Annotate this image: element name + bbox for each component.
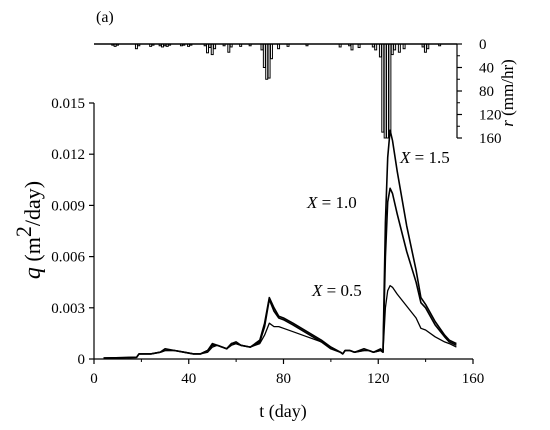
rainfall-bar [386,43,390,139]
rainfall-bar [286,43,290,47]
x-axis-label: t (day) [259,401,306,422]
rainfall-bar [371,43,375,48]
x-tick-label: 0 [90,371,98,387]
rainfall-bar [383,43,387,139]
annotation-x-0-5-var: X [311,281,323,300]
rainfall-bar [381,43,385,133]
annotation-x-1-5-text: = 1.5 [410,148,449,167]
rainfall-bar [182,43,186,46]
x-tick-label: 120 [367,371,390,387]
x-tick-label: 160 [462,371,485,387]
rainfall-bar [402,43,406,50]
rainfall-bar [305,43,309,47]
rainfall-bar [229,43,233,48]
y-tick-label: 0.006 [51,250,85,266]
ylabel-symbol: q [20,267,46,279]
rainfall-ylabel-symbol: r [498,120,517,127]
annotation-x-1-0-var: X [306,193,318,212]
rainfall-bar [149,43,153,47]
rainfall-bar [426,43,430,50]
series-lines [103,129,457,359]
rainfall-tick-label: 160 [479,131,502,147]
annotation-x-1-5: X = 1.5 [399,148,450,167]
rainfall-bar [248,43,252,47]
rainfall-y-axis-label: r (mm/hr) [498,59,517,127]
rainfall-bar [374,43,378,51]
ylabel-unit-sup: 2 [11,226,36,237]
rainfall-bar [187,43,191,47]
rainfall-bar [260,43,264,51]
rainfall-bar [137,43,141,47]
rainfall-y-ticks: 0 40 80 120 160 [457,37,502,147]
rainfall-bar [423,43,427,53]
series-line-x-1-0 [103,187,457,359]
rainfall-bar [421,43,425,48]
rainfall-bar [388,43,392,133]
y-tick-label: 0 [78,352,86,368]
rainfall-bar [397,43,401,53]
annotation-x-1-5-var: X [399,148,411,167]
y-axis-ticks: 0 0.003 0.006 0.009 0.012 0.015 [51,96,94,368]
rainfall-bar [262,43,266,68]
rainfall-bar [113,43,117,47]
ylabel-unit-pre: (m [20,237,45,267]
annotation-x-1-0: X = 1.0 [306,193,357,212]
y-tick-label: 0.012 [51,147,85,163]
series-line-x-0-5 [103,284,457,359]
rainfall-bars [111,43,442,139]
x-axis-ticks: 0 40 80 120 160 [90,359,484,387]
rainfall-bar [206,43,209,54]
rainfall-bar [210,43,214,56]
rainfall-panel: 0 40 80 120 160 r (mm/hr) [94,37,517,147]
rainfall-bar [390,43,394,56]
rainfall-ylabel-unit: (mm/hr) [498,59,517,120]
rainfall-bar [134,43,138,50]
annotation-x-1-0-text: = 1.0 [317,193,356,212]
annotation-x-0-5: X = 0.5 [311,281,362,300]
x-tick-label: 80 [276,371,291,387]
y-tick-label: 0.003 [51,301,85,317]
rainfall-bar [116,43,119,46]
flux-panel: 0 0.003 0.006 0.009 0.012 0.015 0 40 80 120 160 q… [11,96,484,422]
rainfall-bar [438,43,442,47]
rainfall-bar [265,43,269,80]
rainfall-bar [222,43,226,47]
rainfall-bar [189,43,193,46]
y-tick-label: 0.015 [51,96,85,112]
rainfall-bar [161,43,164,48]
rainfall-bar [227,43,231,53]
rainfall-bar [350,43,354,51]
rainfall-bar [165,43,169,47]
rainfall-bar [269,43,273,60]
rainfall-bar [213,43,217,50]
rainfall-tick-label: 80 [479,84,494,100]
rainfall-bar [158,43,162,47]
rainfall-bar [151,43,155,46]
rainfall-bar [393,43,397,51]
rainfall-bar [348,43,352,47]
rainfall-tick-label: 0 [479,37,487,53]
rainfall-bar [168,43,172,46]
rainfall-bar [277,43,281,50]
rainfall-bar [239,43,243,47]
rainfall-bar [338,43,342,48]
x-tick-label: 40 [181,371,196,387]
rainfall-bar [163,43,167,47]
panel-label: (a) [96,9,114,26]
rainfall-tick-label: 40 [479,61,494,77]
ylabel-unit-post: /day) [20,181,45,226]
rainfall-bar [179,43,183,47]
rainfall-bar [267,43,271,79]
rainfall-bar [357,43,361,49]
annotation-x-0-5-text: = 0.5 [322,281,361,300]
y-axis-label: q (m2/day) [11,181,46,279]
rainfall-tick-label: 120 [479,108,502,124]
series-line-x-1-5 [103,129,457,359]
rainfall-bar [203,43,207,47]
y-tick-label: 0.009 [51,198,85,214]
rainfall-bar [378,43,382,58]
